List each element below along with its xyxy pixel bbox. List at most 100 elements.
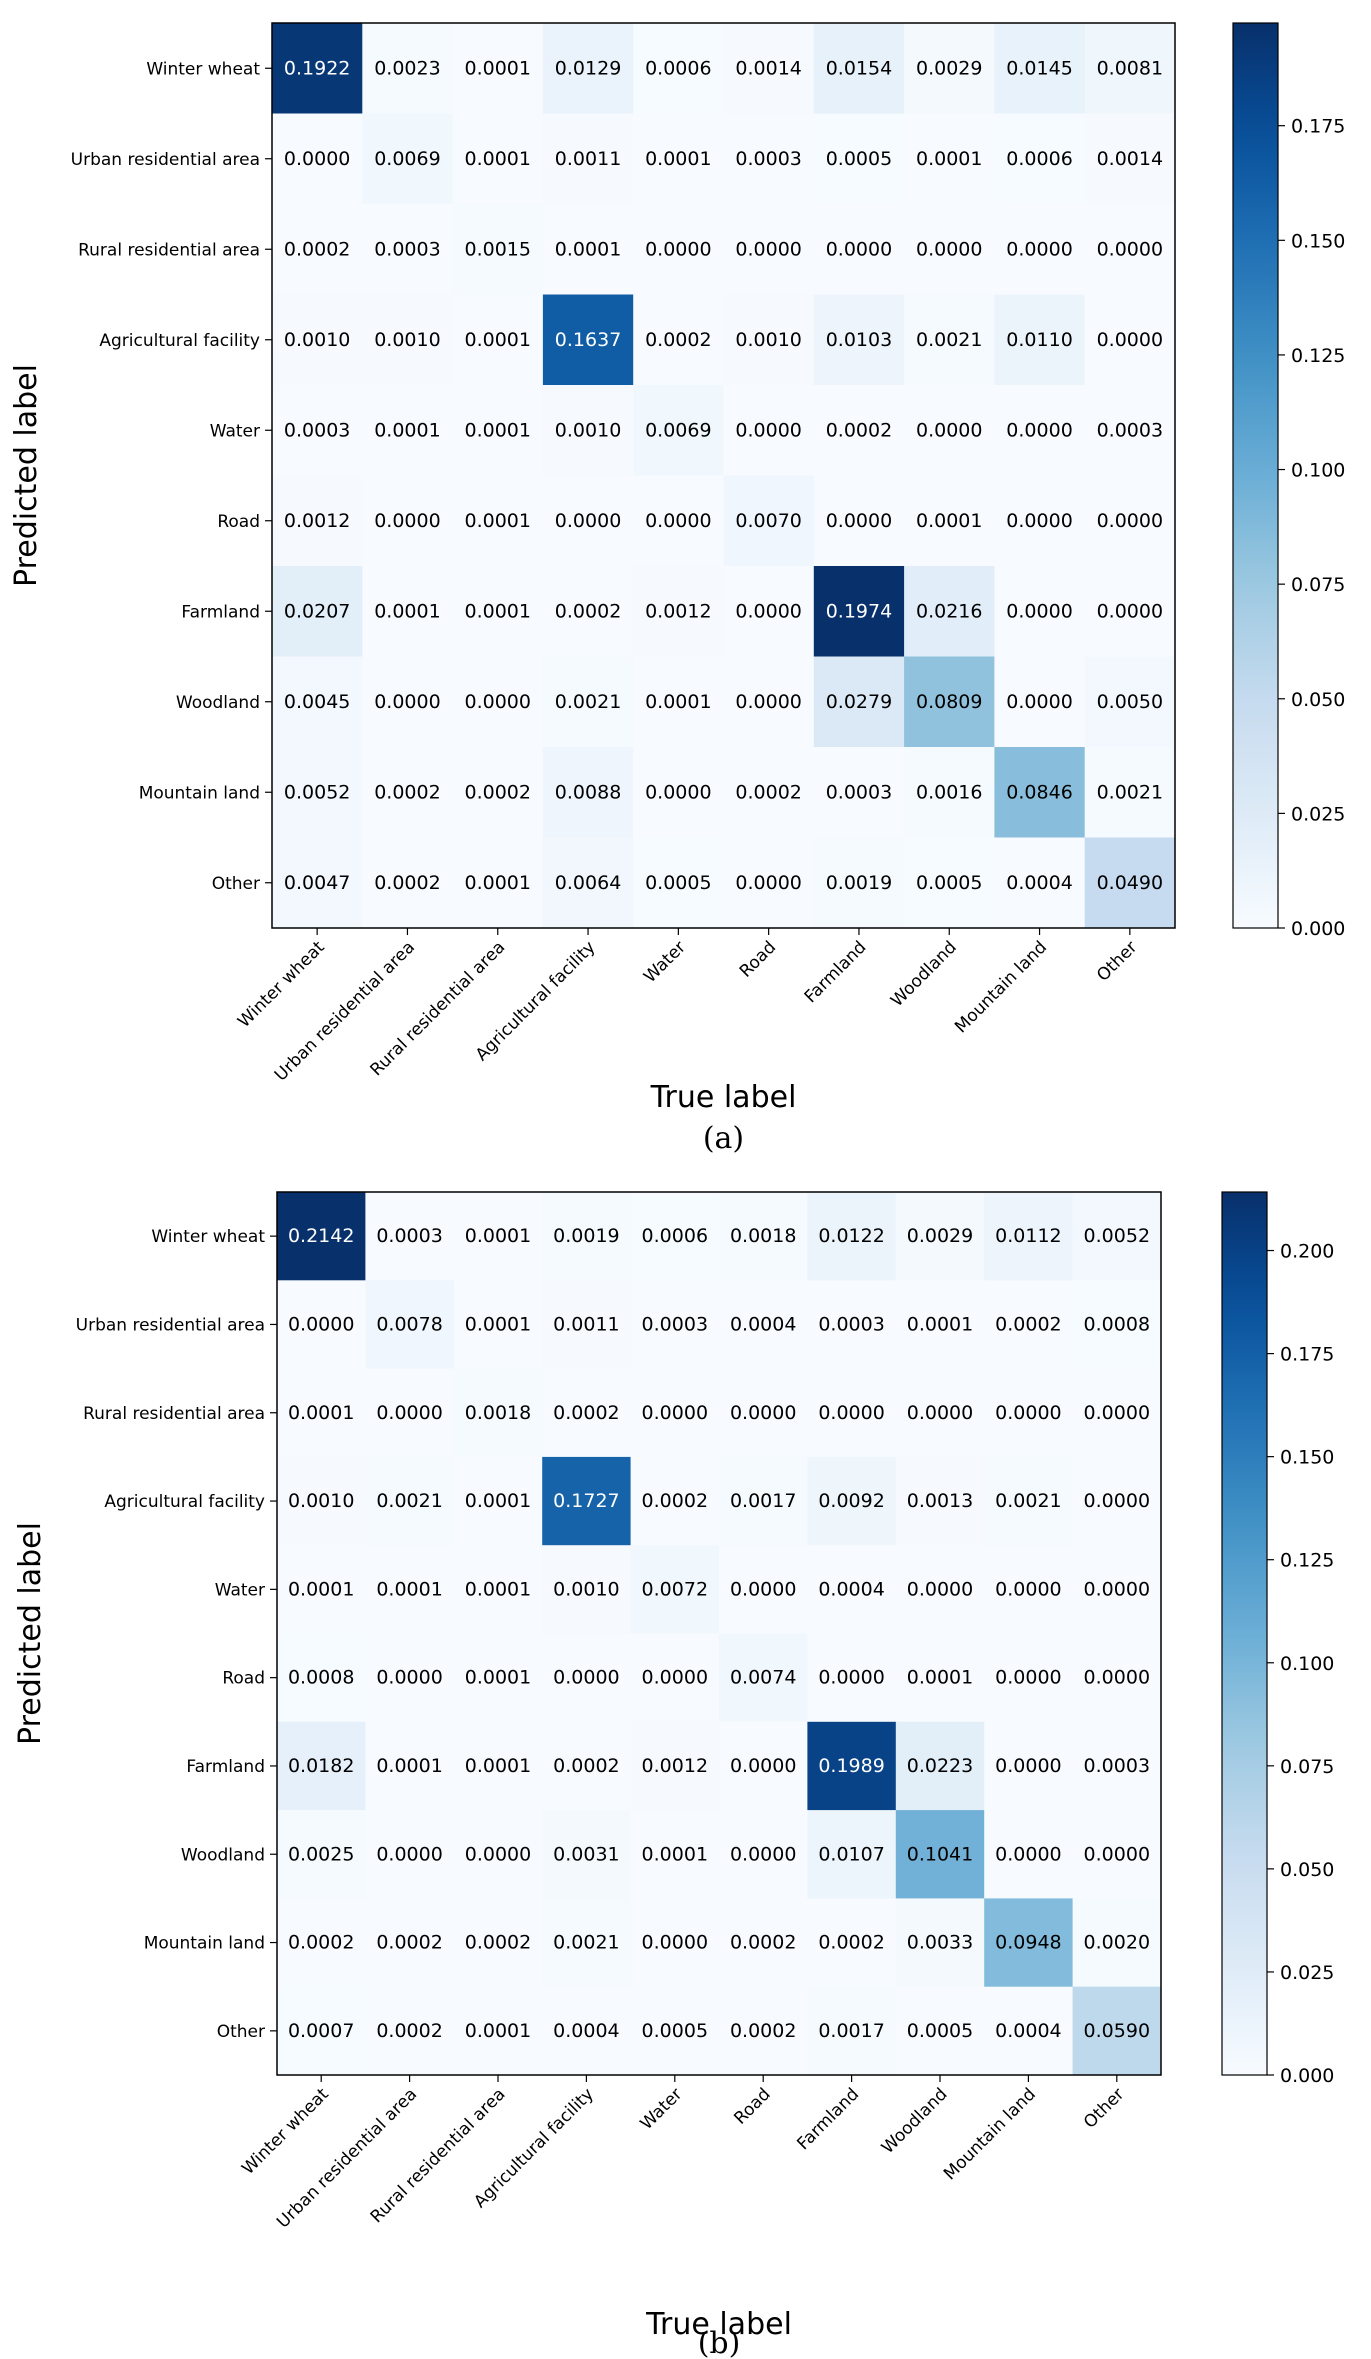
heatmap-cell: [542, 566, 634, 657]
heatmap-cell: [984, 1192, 1074, 1281]
heatmap-cell: [813, 566, 905, 657]
heatmap-cell: [807, 1456, 897, 1546]
cell-value: 0.0021: [376, 1490, 442, 1512]
heatmap-cell: [1084, 747, 1176, 838]
colorbar-tick-label: 0.125: [1291, 345, 1345, 367]
cell-value: 0.0001: [376, 1578, 442, 1600]
heatmap-cell: [904, 113, 995, 205]
y-tick-label: Other: [212, 874, 260, 894]
cell-value: 0.0069: [374, 148, 440, 170]
heatmap-cell: [365, 1721, 455, 1811]
heatmap-cell: [453, 1633, 543, 1723]
heatmap-cell: [272, 837, 363, 929]
heatmap-cell: [895, 1810, 985, 1899]
heatmap-cell: [984, 1898, 1074, 1988]
heatmap-cell: [807, 1633, 897, 1723]
y-tick-label: Mountain land: [144, 1934, 265, 1954]
cell-value: 0.0004: [553, 2020, 619, 2042]
y-tick-label: Woodland: [181, 1845, 265, 1865]
heatmap-cell: [630, 1368, 720, 1458]
cell-value: 0.0000: [465, 1843, 531, 1865]
heatmap-cell: [542, 1192, 632, 1281]
y-tick-label: Road: [217, 512, 260, 532]
heatmap-cell: [630, 1192, 720, 1281]
heatmap-cell: [813, 204, 905, 295]
heatmap-cell: [895, 1986, 985, 2076]
cell-value: 0.0000: [907, 1402, 973, 1424]
heatmap-cell: [984, 1633, 1074, 1723]
heatmap-cell: [807, 1898, 897, 1988]
colorbar-tick-label: 0.125: [1280, 1550, 1334, 1572]
cell-value: 0.0010: [553, 1578, 619, 1600]
cell-value: 0.0000: [645, 238, 711, 260]
colorbar: [1232, 22, 1279, 929]
heatmap-cell: [1084, 23, 1176, 114]
cell-value: 0.0000: [995, 1402, 1061, 1424]
cell-value: 0.0154: [826, 57, 892, 79]
cell-value: 0.0005: [916, 872, 982, 894]
heatmap-cell: [723, 204, 815, 295]
heatmap-cell: [272, 204, 363, 295]
heatmap-cell: [277, 1810, 366, 1899]
cell-value: 0.0000: [735, 419, 801, 441]
heatmap-cell: [277, 1192, 366, 1281]
heatmap-cell: [994, 475, 1086, 567]
heatmap-cell: [994, 656, 1086, 748]
heatmap-cell: [813, 294, 905, 386]
cell-value: 0.0005: [642, 2020, 708, 2042]
colorbar-tick-label: 0.075: [1291, 574, 1345, 596]
heatmap-cell: [1084, 837, 1176, 929]
cell-value: 0.0000: [1084, 1490, 1150, 1512]
cell-value: 0.0004: [1006, 872, 1072, 894]
cell-value: 0.0018: [465, 1402, 531, 1424]
cell-value: 0.0021: [916, 329, 982, 351]
heatmap-cell: [1072, 1192, 1162, 1281]
cell-value: 0.0001: [916, 148, 982, 170]
cell-value: 0.0003: [374, 238, 440, 260]
heatmap-cell: [984, 1368, 1074, 1458]
heatmap-cell: [904, 475, 995, 567]
heatmap-cell: [719, 1633, 808, 1723]
cell-value: 0.0019: [553, 1225, 619, 1247]
cell-value: 0.0000: [995, 1755, 1061, 1777]
cell-value: 0.0000: [995, 1667, 1061, 1689]
cell-value: 0.0000: [916, 419, 982, 441]
y-tick-label: Farmland: [181, 602, 260, 622]
cell-value: 0.0002: [642, 1490, 708, 1512]
heatmap-cell: [453, 1456, 543, 1546]
cell-value: 0.0001: [465, 872, 531, 894]
heatmap-cell: [365, 1986, 455, 2076]
cell-value: 0.0021: [553, 1932, 619, 1954]
cell-value: 0.0015: [465, 238, 531, 260]
heatmap-cell: [272, 23, 363, 114]
heatmap-cell: [362, 385, 454, 476]
cell-value: 0.0002: [374, 872, 440, 894]
cell-value: 0.0001: [288, 1578, 354, 1600]
heatmap-cell: [813, 385, 905, 476]
x-tick-label: Winter wheat: [238, 2084, 333, 2179]
heatmap-cell: [542, 1280, 632, 1370]
heatmap-cell: [994, 113, 1086, 205]
cell-value: 0.0000: [288, 1313, 354, 1335]
cell-value: 0.0005: [907, 2020, 973, 2042]
heatmap-cell: [984, 1545, 1074, 1634]
heatmap-cell: [362, 566, 454, 657]
cell-value: 0.0000: [916, 238, 982, 260]
y-axis-title: Predicted label: [13, 1522, 48, 1745]
heatmap-cell: [807, 1986, 897, 2076]
heatmap-cell: [542, 475, 634, 567]
cell-value: 0.0000: [1097, 600, 1163, 622]
heatmap-cell: [904, 294, 995, 386]
cell-value: 0.0001: [907, 1313, 973, 1335]
heatmap-cell: [723, 294, 815, 386]
heatmap-cell: [895, 1721, 985, 1811]
heatmap-cell: [807, 1810, 897, 1899]
cell-value: 0.0000: [735, 600, 801, 622]
heatmap-cell: [365, 1898, 455, 1988]
y-tick-label: Water: [210, 421, 260, 441]
cell-value: 0.0000: [1084, 1578, 1150, 1600]
heatmap-cell: [365, 1810, 455, 1899]
cell-value: 0.0000: [730, 1755, 796, 1777]
cell-value: 0.0074: [730, 1667, 796, 1689]
cell-value: 0.0001: [288, 1402, 354, 1424]
